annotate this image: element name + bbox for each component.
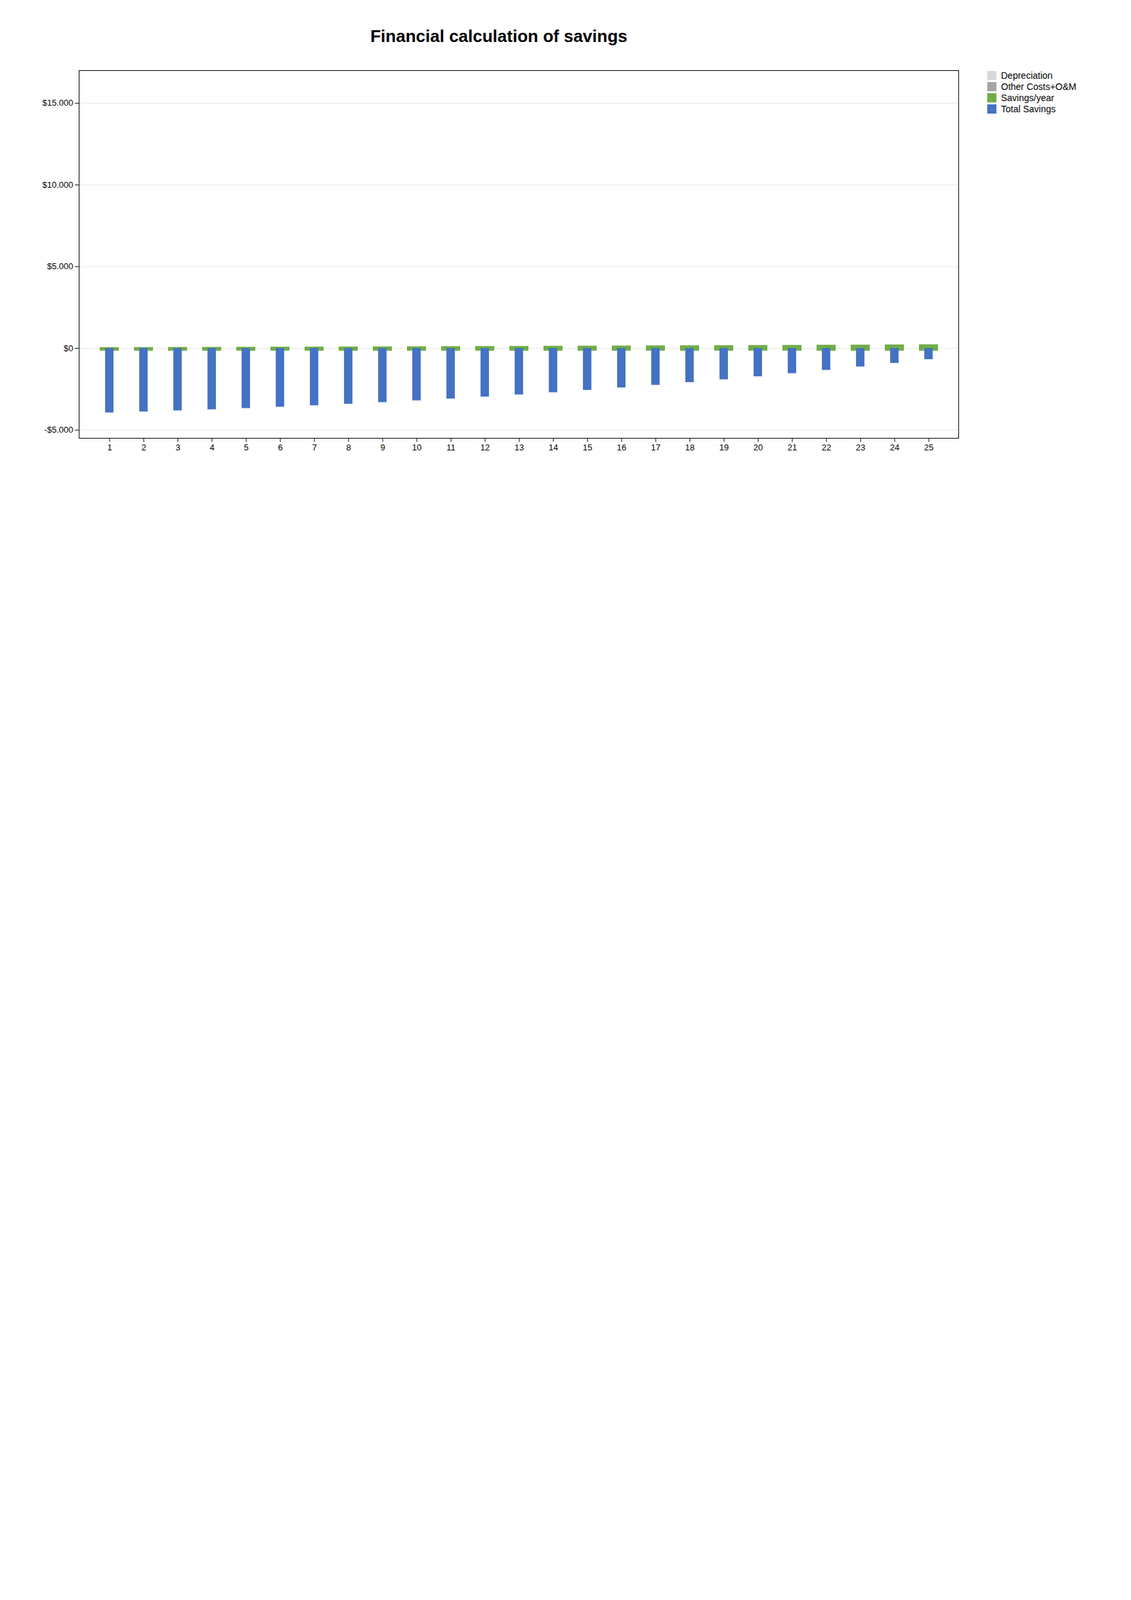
- svg-text:17: 17: [651, 442, 661, 453]
- svg-text:16: 16: [617, 442, 627, 453]
- svg-text:22: 22: [821, 442, 832, 453]
- svg-text:19: 19: [719, 442, 729, 453]
- svg-text:-$5.000: -$5.000: [43, 424, 73, 435]
- svg-text:6: 6: [277, 442, 283, 453]
- svg-text:18: 18: [685, 442, 695, 453]
- svg-text:21: 21: [787, 442, 797, 453]
- html-text:Savings/year: Savings/year: [1001, 92, 1055, 104]
- svg-text:11: 11: [446, 442, 456, 453]
- svg-text:3: 3: [175, 442, 180, 453]
- svg-text:13: 13: [514, 442, 524, 453]
- svg-text:8: 8: [345, 442, 351, 453]
- svg-text:2: 2: [141, 442, 146, 453]
- html-text:Other Costs+O&M: Other Costs+O&M: [1001, 81, 1077, 92]
- svg-text:15: 15: [582, 442, 593, 453]
- svg-text:12: 12: [480, 442, 490, 453]
- svg-text:1: 1: [106, 442, 112, 453]
- svg-text:23: 23: [855, 442, 866, 453]
- svg-text:$10.000: $10.000: [42, 179, 74, 190]
- svg-text:$15.000: $15.000: [42, 97, 74, 108]
- svg-text:20: 20: [753, 442, 763, 453]
- svg-text:25: 25: [924, 442, 934, 453]
- svg-text:$0: $0: [63, 343, 73, 354]
- svg-text:$5.000: $5.000: [47, 261, 74, 272]
- svg-text:14: 14: [548, 442, 558, 453]
- svg-text:10: 10: [412, 442, 422, 453]
- svg-text:5: 5: [243, 442, 249, 453]
- html-text:Depreciation: Depreciation: [1001, 70, 1053, 81]
- svg-text:9: 9: [380, 442, 385, 453]
- svg-text:4: 4: [209, 442, 214, 453]
- html-text:Financial calculation of savin: Financial calculation of savings: [370, 26, 628, 46]
- html-text:Total Savings: Total Savings: [1001, 103, 1056, 115]
- svg-text:7: 7: [311, 442, 317, 453]
- svg-text:24: 24: [890, 442, 900, 453]
